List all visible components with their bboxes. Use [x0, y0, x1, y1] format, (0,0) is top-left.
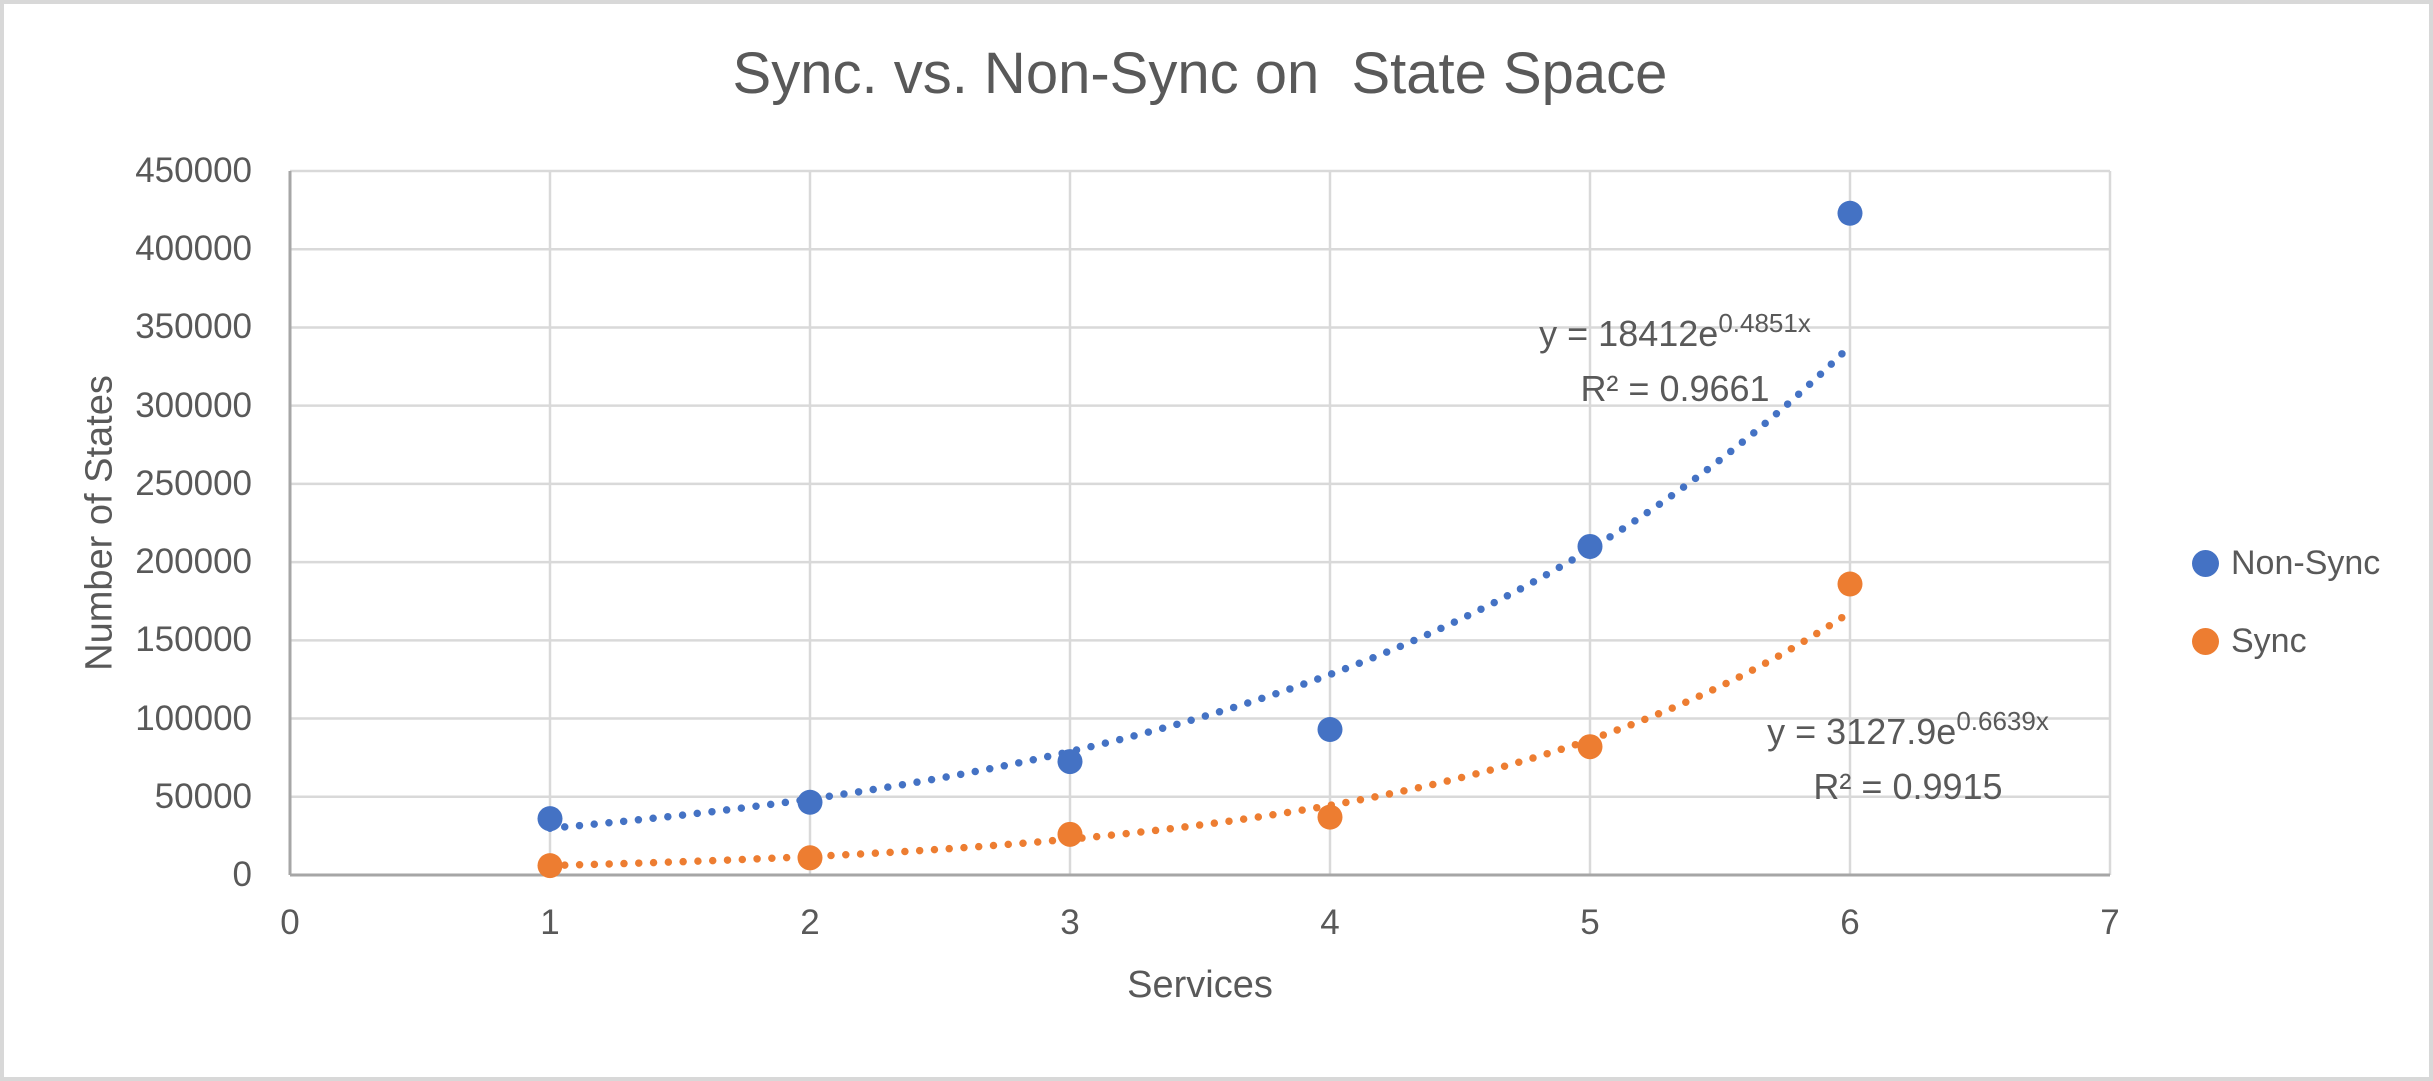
legend: Non-Sync Sync	[2192, 540, 2380, 696]
r-squared-line-sync: R² = 0.9915	[1813, 766, 2003, 807]
x-axis-title: Services	[1127, 964, 1273, 1006]
y-tick-label: 200000	[135, 542, 252, 582]
legend-label-nonsync: Non-Sync	[2231, 543, 2381, 582]
x-tick-label: 3	[1060, 903, 1080, 942]
trendline-equation-nonsync: y = 18412e0.4851x R² = 0.9661	[1539, 296, 1811, 416]
r-squared-line-nonsync: R² = 0.9661	[1580, 368, 1770, 409]
data-point-sync	[1317, 804, 1343, 830]
data-point-non-sync	[1317, 717, 1343, 743]
trendline-sync	[546, 608, 1854, 870]
legend-item-nonsync: Non-Sync	[2192, 540, 2380, 586]
trendline-equation-sync: y = 3127.9e0.6639x R² = 0.9915	[1767, 694, 2049, 814]
y-tick-label: 300000	[135, 385, 252, 425]
x-tick-label: 7	[2100, 903, 2120, 942]
x-tick-label: 2	[800, 903, 820, 942]
x-tick-label: 5	[1580, 903, 1600, 942]
data-point-non-sync	[1057, 749, 1083, 775]
x-tick-label: 1	[540, 903, 560, 942]
y-tick-label: 100000	[135, 698, 252, 738]
data-point-sync	[1837, 571, 1863, 597]
legend-marker-sync-icon	[2192, 627, 2219, 655]
y-tick-label: 450000	[135, 151, 252, 190]
y-tick-label: 0	[232, 855, 252, 894]
data-point-sync	[537, 853, 563, 879]
data-point-sync	[1057, 821, 1083, 847]
y-tick-label: 150000	[135, 620, 252, 660]
y-tick-label: 50000	[154, 776, 252, 816]
data-point-non-sync	[797, 789, 823, 815]
y-tick-label: 250000	[135, 463, 252, 503]
equation-line-sync: y = 3127.9e0.6639x	[1767, 706, 2049, 752]
x-tick-label: 4	[1320, 903, 1340, 942]
data-point-non-sync	[1837, 200, 1863, 226]
y-tick-label: 400000	[135, 229, 252, 269]
equation-line-nonsync: y = 18412e0.4851x	[1539, 308, 1811, 354]
data-point-non-sync	[1577, 533, 1603, 559]
legend-marker-nonsync-icon	[2192, 549, 2219, 577]
legend-label-sync: Sync	[2231, 621, 2307, 660]
chart-title: Sync. vs. Non-Sync on State Space	[732, 41, 1668, 106]
trendline-non-sync	[546, 342, 1854, 832]
data-point-sync	[797, 845, 823, 871]
y-tick-label: 350000	[135, 307, 252, 347]
data-point-non-sync	[537, 806, 563, 832]
legend-item-sync: Sync	[2192, 618, 2380, 664]
x-tick-label: 6	[1840, 903, 1860, 942]
x-tick-label: 0	[280, 903, 300, 942]
data-point-sync	[1577, 734, 1603, 760]
